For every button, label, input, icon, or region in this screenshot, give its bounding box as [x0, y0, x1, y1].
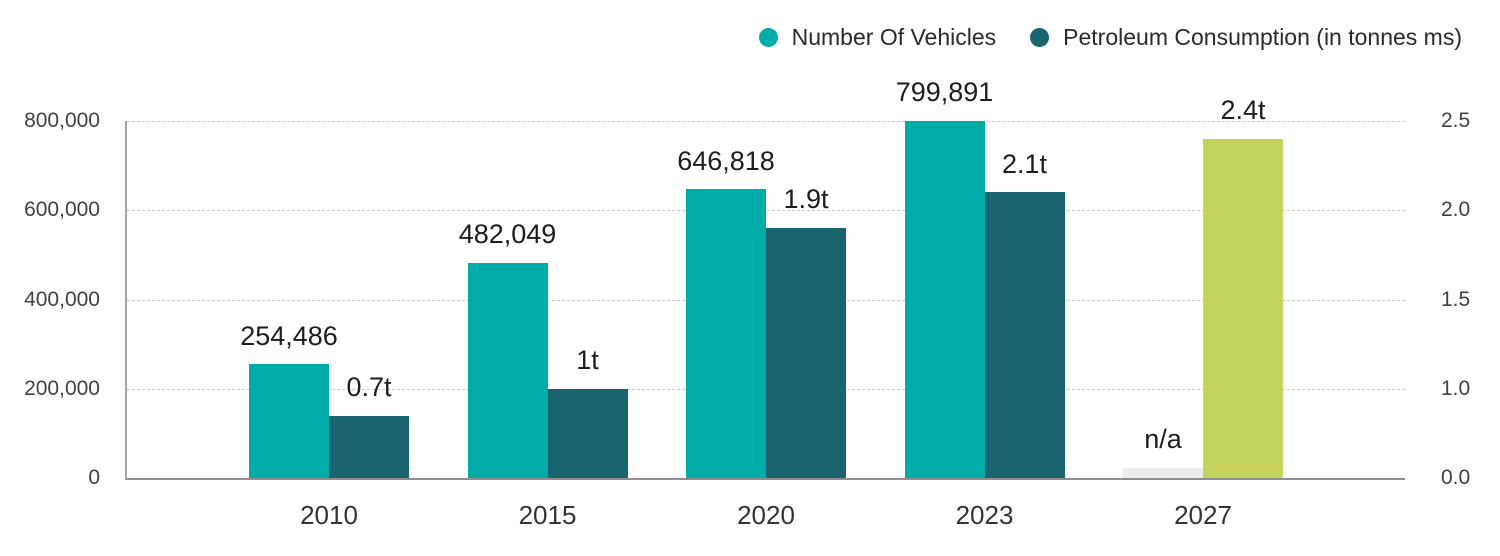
value-label-vehicles-2027: n/a: [1144, 424, 1182, 455]
bar-vehicles-2010[interactable]: [249, 364, 329, 478]
value-label-vehicles-2023: 799,891: [895, 77, 994, 108]
legend-label-vehicles: Number Of Vehicles: [791, 24, 997, 50]
value-label-vehicles-2010: 254,486: [240, 320, 338, 351]
bar-vehicles-2027-na[interactable]: [1123, 468, 1203, 478]
value-label-petroleum-2010: 0.7t: [346, 371, 392, 402]
y-axis-right-tick: 1.0: [1441, 376, 1471, 400]
bar-petroleum-2015[interactable]: [547, 388, 628, 478]
y-axis-left-tick: 600,000: [24, 198, 100, 222]
y-axis-left-tick: 400,000: [24, 287, 100, 311]
x-axis-label-2027: 2027: [1174, 500, 1232, 530]
gridline: [127, 210, 1405, 212]
value-label-vehicles-2015: 482,049: [458, 219, 557, 250]
legend-dot-petroleum-icon: [1030, 28, 1050, 47]
bar-petroleum-2020[interactable]: [766, 228, 846, 478]
y-axis-right-tick: 1.5: [1441, 287, 1471, 311]
x-axis-label-2010: 2010: [300, 500, 358, 530]
legend-item-vehicles[interactable]: Number Of Vehicles: [758, 24, 997, 50]
y-axis-left-tick: 0: [88, 466, 100, 489]
y-axis-left-tick: 200,000: [24, 376, 100, 400]
value-label-petroleum-2027: 2.4t: [1220, 95, 1266, 126]
legend-dot-vehicles-icon: [758, 28, 778, 47]
y-axis-right-tick: 2.0: [1441, 198, 1471, 222]
y-axis-left-tick: 800,000: [24, 109, 100, 132]
y-axis-right-tick: 0.0: [1441, 466, 1471, 489]
x-axis-label-2023: 2023: [955, 500, 1014, 530]
legend-label-petroleum: Petroleum Consumption (in tonnes ms): [1063, 24, 1462, 50]
value-label-petroleum-2023: 2.1t: [1001, 148, 1048, 179]
legend-item-petroleum[interactable]: Petroleum Consumption (in tonnes ms): [1030, 26, 1462, 49]
bar-vehicles-2020[interactable]: [686, 189, 766, 478]
bar-vehicles-2023[interactable]: [904, 121, 985, 478]
value-label-petroleum-2015: 1t: [576, 345, 599, 376]
bar-vehicles-2015[interactable]: [467, 262, 548, 478]
bar-petroleum-2010[interactable]: [329, 415, 409, 478]
value-label-petroleum-2020: 1.9t: [783, 184, 829, 215]
plot-area: 254,486 0.7t 2010 482,049 1t 2015 646,818 1.9t 2…: [125, 78, 1405, 530]
legend: Number Of Vehicles Petroleum Consumption…: [758, 24, 1462, 50]
x-axis-label-2020: 2020: [737, 500, 795, 530]
bar-petroleum-2023[interactable]: [984, 192, 1065, 478]
gridline: [127, 121, 1405, 122]
bar-petroleum-2027[interactable]: [1203, 138, 1283, 478]
x-axis-label-2015: 2015: [518, 500, 577, 530]
value-label-vehicles-2020: 646,818: [677, 145, 775, 176]
y-axis-right-tick: 2.5: [1441, 109, 1471, 132]
